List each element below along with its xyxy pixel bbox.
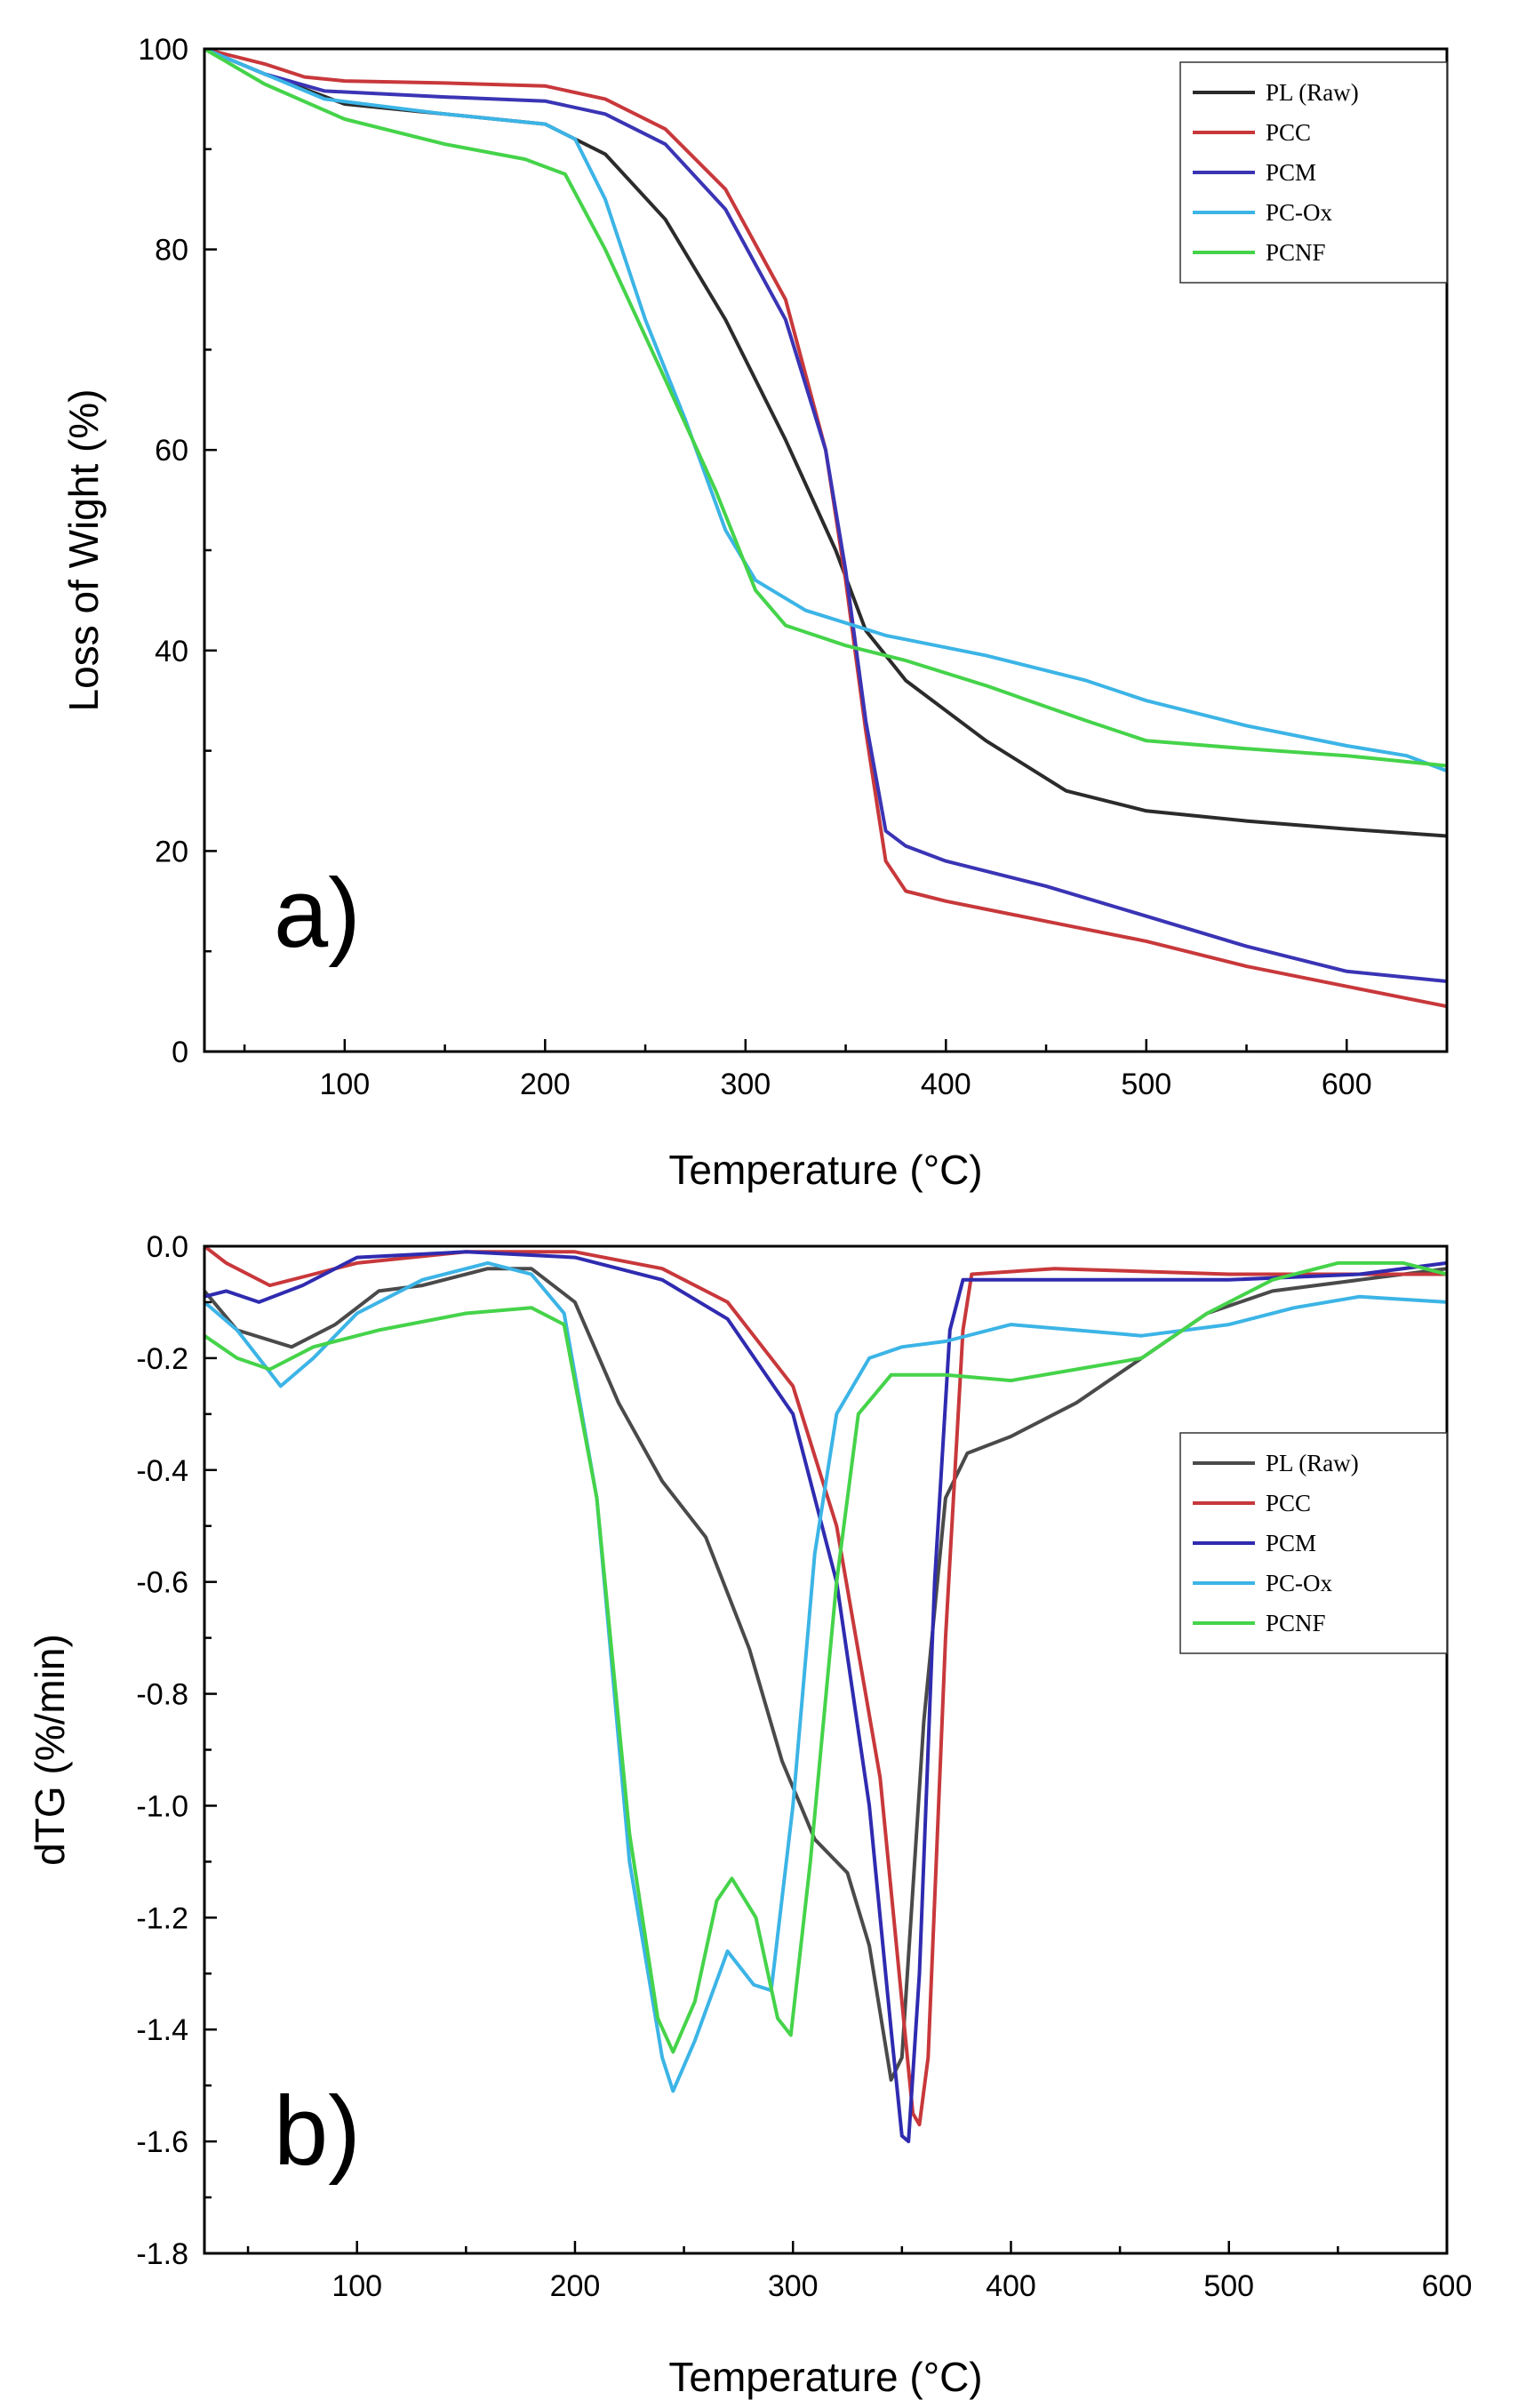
plot-frame <box>203 1244 1449 2255</box>
y-tick-label: 0 <box>172 1036 188 1069</box>
y-tick-label: 100 <box>138 33 188 67</box>
series-line-pcm <box>204 1250 1447 2144</box>
y-tick-label: 40 <box>155 635 188 668</box>
y-tick-label: 20 <box>155 835 188 868</box>
x-axis-title: Temperature (°C) <box>668 2354 982 2400</box>
x-tick-label: 100 <box>332 2269 382 2303</box>
y-tick-label: -0.2 <box>136 1342 188 1376</box>
series-group <box>204 49 1447 1009</box>
x-tick-label: 600 <box>1322 1068 1372 1101</box>
y-tick-label: -1.0 <box>136 1789 188 1823</box>
y-tick-label: 80 <box>155 234 188 268</box>
x-tick-label: 400 <box>986 2269 1036 2303</box>
legend: PL (Raw) PCC PCM PC-Ox PCNF <box>1179 61 1448 284</box>
panel-b-dtg: 100 200 300 400 500 600 0.0 -0.2 -0.4 -0.6 -0.8 -1.… <box>27 1230 1472 2400</box>
series-line-pcm <box>204 49 1447 983</box>
y-tick-label: -1.8 <box>136 2237 188 2271</box>
legend-label-pl-raw: PL (Raw) <box>1266 79 1359 106</box>
x-tick-label: 600 <box>1422 2269 1473 2303</box>
y-tick-label: -1.4 <box>136 2013 188 2047</box>
series-line-pcnf <box>204 1260 1447 2054</box>
y-tick-label: -1.2 <box>136 1901 188 1935</box>
series-group <box>204 1246 1447 2144</box>
x-tick-label: 200 <box>520 1068 571 1101</box>
y-tick-label: -1.6 <box>136 2125 188 2159</box>
series-line-pcnf <box>204 49 1447 768</box>
x-tick-label: 500 <box>1203 2269 1254 2303</box>
legend-label-pcm: PCM <box>1266 1530 1316 1556</box>
legend-label-pcm: PCM <box>1266 159 1316 186</box>
legend: PL (Raw) PCC PCM PC-Ox PCNF <box>1179 1432 1448 1654</box>
legend-label-pcc: PCC <box>1266 1490 1311 1516</box>
panel-label: a) <box>274 859 361 968</box>
y-tick-label: -0.4 <box>136 1454 188 1488</box>
x-tick-label: 100 <box>319 1068 370 1101</box>
y-tick-label: -0.8 <box>136 1678 188 1712</box>
legend-label-pl-raw: PL (Raw) <box>1266 1450 1359 1476</box>
x-tick-label: 300 <box>720 1068 771 1101</box>
legend-label-pc-ox: PC-Ox <box>1266 199 1333 226</box>
y-axis-title: Loss of Wight (%) <box>60 389 107 712</box>
panel-a-weight-loss: 100 200 300 400 500 600 0 20 40 60 80 100 Temperatur… <box>60 33 1449 1193</box>
legend-label-pc-ox: PC-Ox <box>1266 1570 1333 1596</box>
series-line-pc-ox <box>204 1260 1447 2093</box>
y-tick-label: 60 <box>155 434 188 468</box>
legend-label-pcnf: PCNF <box>1266 1610 1326 1636</box>
panel-label: b) <box>274 2076 361 2186</box>
series-line-pl-raw <box>204 1267 1447 2082</box>
x-tick-label: 500 <box>1121 1068 1171 1101</box>
x-tick-label: 400 <box>921 1068 971 1101</box>
y-tick-label: 0.0 <box>147 1230 188 1264</box>
legend-label-pcnf: PCNF <box>1266 239 1326 266</box>
x-tick-label: 200 <box>550 2269 601 2303</box>
y-tick-label: -0.6 <box>136 1566 188 1600</box>
y-axis-title: dTG (%/min) <box>27 1634 73 1866</box>
x-axis-title: Temperature (°C) <box>668 1147 982 1193</box>
x-tick-label: 300 <box>768 2269 819 2303</box>
legend-label-pcc: PCC <box>1266 119 1311 146</box>
